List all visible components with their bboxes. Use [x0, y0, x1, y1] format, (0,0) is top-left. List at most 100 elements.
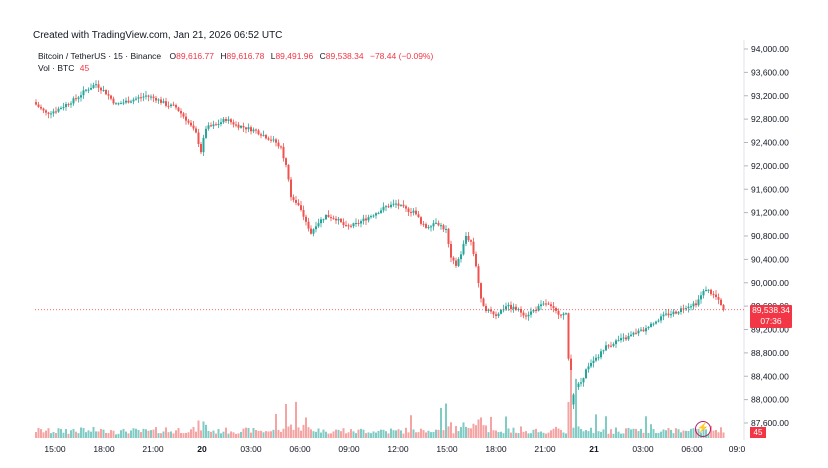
volume-bar [147, 430, 150, 438]
volume-bar [710, 425, 712, 438]
volume-bar [622, 433, 625, 438]
volume-bar [152, 429, 155, 438]
volume-bar [625, 428, 627, 438]
candle-body [317, 223, 320, 227]
candle-body [335, 218, 337, 221]
candle-body [465, 235, 467, 244]
volume-bar [337, 429, 340, 438]
volume-bar [620, 433, 622, 438]
candle-body [375, 213, 377, 216]
candle-body [227, 119, 230, 121]
volume-bar [682, 430, 685, 438]
volume-bar [280, 431, 282, 438]
candle-body [390, 204, 392, 208]
volume-bar [90, 431, 92, 438]
volume-label[interactable]: Vol · BTC [38, 63, 75, 73]
volume-bar [267, 431, 270, 438]
volume-bar [567, 402, 570, 438]
volume-bar [540, 431, 542, 438]
candle-body [140, 97, 142, 99]
volume-bar [355, 433, 357, 438]
volume-bar [130, 430, 132, 438]
candle-body [537, 306, 540, 311]
volume-bar [352, 431, 355, 438]
volume-bar [65, 429, 67, 438]
volume-bar [327, 433, 330, 438]
volume-bar [102, 429, 105, 438]
volume-bar [140, 432, 142, 438]
candle-body [200, 143, 202, 153]
candle-body [650, 323, 652, 327]
candle-body [275, 139, 277, 143]
volume-bar [260, 430, 262, 438]
candle-body [597, 357, 600, 359]
candle-body [545, 303, 547, 305]
candle-body [430, 226, 432, 228]
candle-body [155, 97, 157, 101]
bar-countdown: 07:36 [760, 315, 782, 326]
candle-body [507, 304, 510, 307]
candle-body [587, 366, 590, 370]
volume-bar [187, 432, 190, 438]
x-tick-label: 21:00 [142, 444, 164, 454]
candle-body [282, 146, 285, 159]
volume-bar [562, 432, 565, 438]
volume-bar [180, 432, 182, 438]
volume-bar [635, 428, 637, 438]
candle-body [327, 214, 330, 218]
volume-bar [115, 434, 117, 438]
volume-bar [107, 433, 110, 438]
volume-bar [262, 432, 265, 438]
candle-body [180, 111, 182, 114]
volume-bar [300, 430, 302, 438]
ohlc-row: Bitcoin / TetherUS · 15 · Binance O89,61… [38, 50, 433, 62]
volume-bar [442, 430, 445, 438]
x-tick-label: 09:00 [338, 444, 360, 454]
candle-body [177, 107, 180, 112]
volume-bar [212, 430, 215, 438]
tradingview-logo-icon[interactable]: ⚡ [695, 421, 711, 437]
volume-bar [612, 433, 615, 438]
volume-bar [317, 428, 320, 438]
candle-body [425, 224, 427, 228]
candle-body [157, 99, 160, 101]
volume-bar [210, 431, 212, 438]
candle-body [290, 179, 292, 198]
volume-bar [142, 428, 145, 438]
y-tick-label: 91,200.00 [751, 208, 789, 218]
candle-body [377, 212, 380, 214]
volume-bar [75, 431, 77, 438]
volume-bar [367, 432, 370, 438]
candle-body [512, 306, 515, 310]
symbol-label[interactable]: Bitcoin / TetherUS · 15 · Binance [38, 51, 162, 61]
candle-body [670, 314, 672, 316]
volume-bar [610, 429, 612, 438]
volume-bar [240, 431, 242, 438]
candle-body [322, 219, 325, 221]
candle-body [162, 101, 165, 103]
candle-body [127, 100, 130, 103]
volume-bar [190, 429, 192, 438]
volume-bar [230, 431, 232, 438]
volume-bar [667, 427, 670, 438]
volume-bar [637, 431, 640, 438]
candle-body [125, 100, 127, 103]
volume-bar [217, 429, 220, 438]
volume-bar [565, 433, 567, 438]
candle-body [500, 310, 502, 314]
low-value: 89,491.96 [275, 51, 314, 61]
candle-body [47, 112, 50, 114]
volume-bar [87, 430, 90, 438]
candle-body [420, 217, 422, 224]
y-tick-label: 93,600.00 [751, 67, 789, 77]
volume-bar [155, 427, 157, 438]
candle-body [57, 108, 60, 112]
x-tick-label: 18:00 [93, 444, 115, 454]
candle-body [657, 320, 660, 322]
volume-bar [595, 414, 597, 438]
volume-bar [157, 433, 160, 438]
candle-body [585, 369, 587, 379]
candle-body [285, 158, 287, 165]
volume-bar [292, 429, 295, 438]
